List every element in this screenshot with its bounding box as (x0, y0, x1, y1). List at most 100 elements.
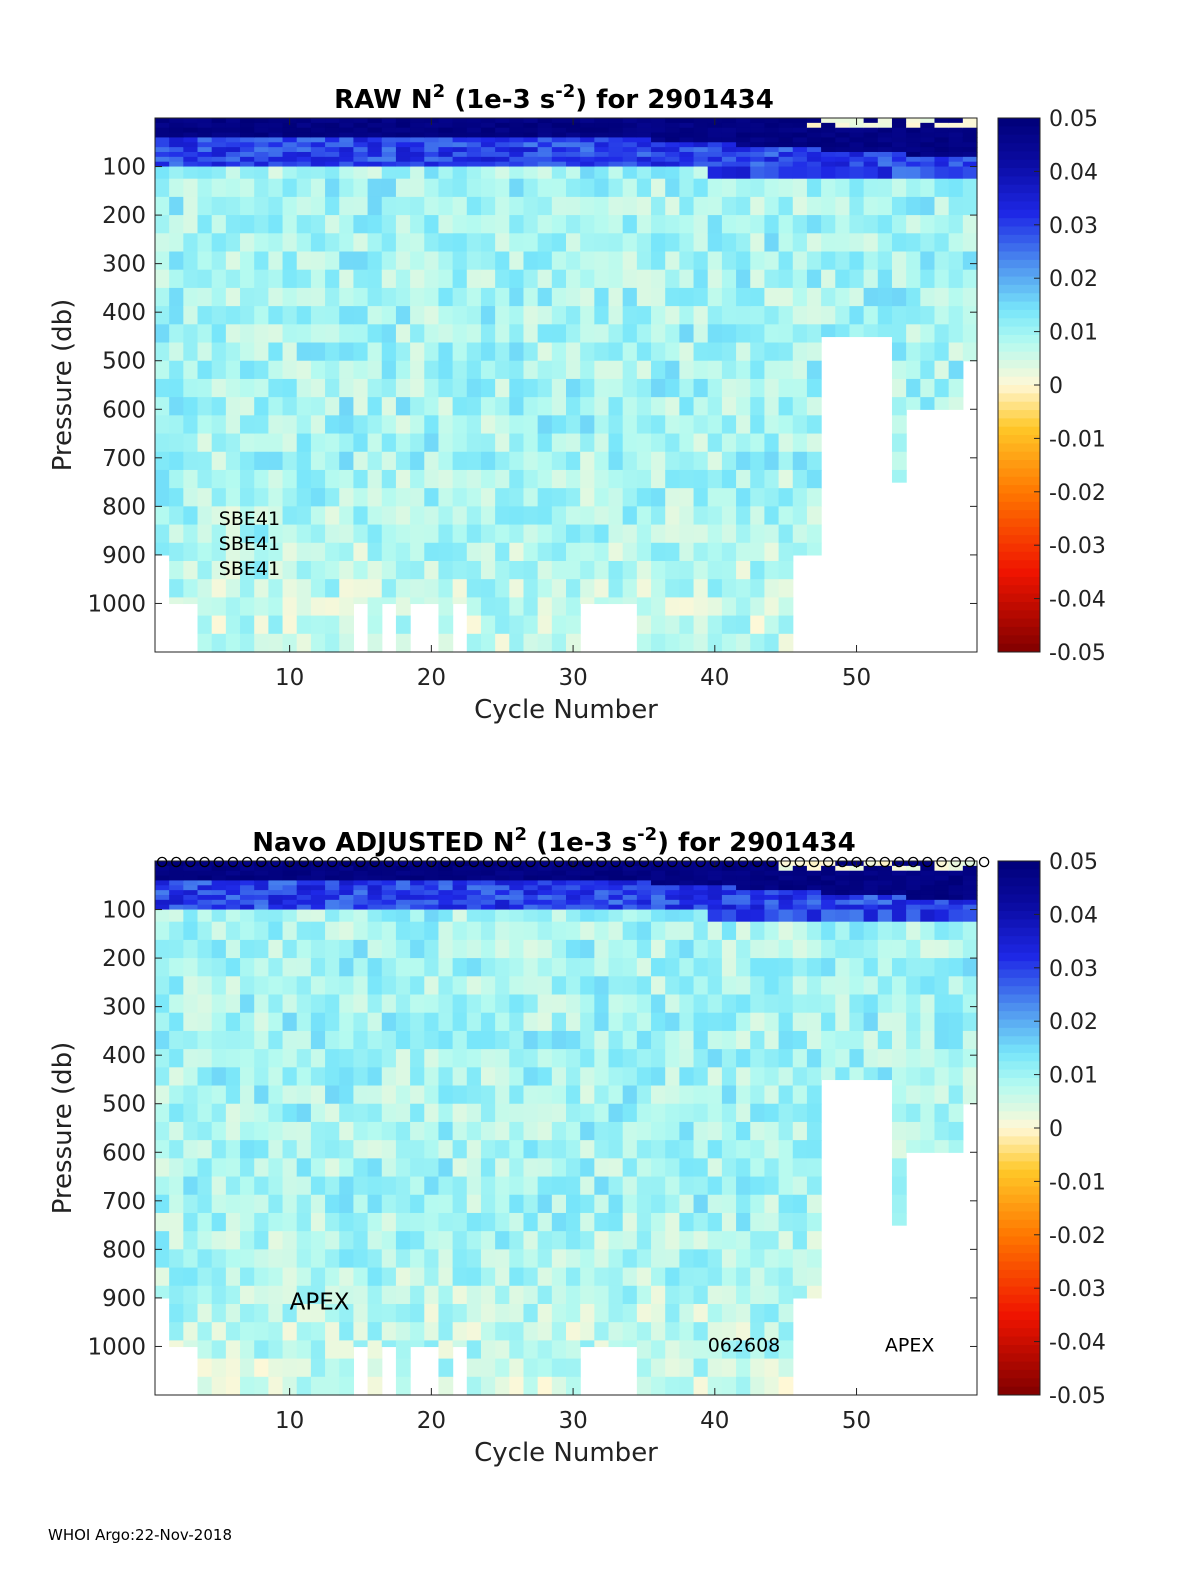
heatmap-cell (367, 1176, 383, 1196)
heatmap-cell (962, 122, 978, 129)
heatmap-cell (438, 1340, 454, 1360)
heatmap-cell (452, 178, 468, 198)
heatmap-cell (566, 342, 581, 362)
heatmap-cell (211, 488, 227, 507)
heatmap-cell (651, 378, 666, 398)
heatmap-cell (367, 1140, 383, 1159)
heatmap-cell (679, 875, 695, 882)
heatmap-cell (920, 127, 936, 134)
heatmap-cell (367, 378, 383, 398)
heatmap-cell (466, 560, 482, 580)
heatmap-cell (480, 324, 496, 344)
heatmap-cell (622, 156, 638, 163)
heatmap-cell (821, 958, 836, 977)
heatmap-cell (877, 122, 893, 129)
heatmap-cell (155, 132, 170, 139)
heatmap-cell (466, 178, 482, 198)
heatmap-cell (410, 251, 425, 271)
heatmap-cell (183, 137, 199, 143)
heatmap-cell (268, 1012, 284, 1032)
heatmap-cell (608, 147, 624, 153)
heatmap-cell (410, 1340, 425, 1348)
heatmap-cell (381, 1030, 397, 1050)
heatmap-cell (792, 156, 808, 163)
heatmap-cell (367, 142, 383, 148)
heatmap-cell (778, 151, 794, 158)
heatmap-cell (495, 360, 510, 380)
heatmap-cell (424, 939, 440, 959)
heatmap-cell (679, 890, 695, 896)
heatmap-cell (480, 1158, 496, 1178)
heatmap-cell (523, 885, 539, 891)
heatmap-cell (537, 118, 553, 124)
colorbar-swatch (998, 118, 1040, 127)
heatmap-cell (225, 127, 241, 134)
heatmap-cell (452, 122, 468, 129)
heatmap-cell (367, 324, 383, 344)
heatmap-cell (395, 1140, 411, 1159)
heatmap-cell (566, 1322, 581, 1341)
heatmap-cell (197, 1176, 213, 1196)
heatmap-cell (566, 904, 581, 911)
heatmap-cell (665, 287, 680, 307)
heatmap-cell (877, 306, 893, 325)
heatmap-cell (523, 1340, 539, 1360)
heatmap-cell (452, 118, 468, 124)
heatmap-cell (636, 118, 652, 124)
heatmap-cell (651, 233, 666, 253)
heatmap-cell (523, 147, 539, 153)
heatmap-cell (424, 921, 440, 941)
heatmap-cell (792, 1212, 808, 1232)
colorbar-swatch (998, 535, 1040, 545)
heatmap-cell (523, 1121, 539, 1141)
heatmap-cell (155, 524, 170, 544)
heatmap-cell (339, 287, 355, 307)
heatmap-cell (509, 397, 525, 416)
heatmap-cell (608, 151, 624, 158)
heatmap-cell (736, 269, 751, 289)
heatmap-cell (821, 324, 836, 338)
heatmap-cell (480, 875, 496, 882)
heatmap-cell (268, 1303, 284, 1323)
heatmap-cell (651, 1231, 666, 1250)
heatmap-cell (906, 865, 921, 872)
heatmap-cell (934, 865, 950, 872)
heatmap-cell (750, 890, 766, 896)
heatmap-cell (665, 506, 680, 526)
heatmap-cell (580, 560, 595, 580)
heatmap-cell (551, 958, 567, 977)
heatmap-cell (155, 899, 170, 906)
heatmap-cell (438, 415, 454, 435)
heatmap-cell (679, 132, 695, 139)
heatmap-cell (268, 909, 284, 923)
colorbar-swatch (998, 1119, 1040, 1129)
heatmap-cell (155, 161, 170, 168)
heatmap-cell (395, 890, 411, 896)
heatmap-cell (594, 994, 610, 1014)
heatmap-cell (325, 560, 340, 580)
heatmap-cell (665, 1121, 680, 1141)
heatmap-cell (197, 156, 213, 163)
heatmap-cell (920, 156, 936, 163)
profile-marker (766, 856, 777, 868)
heatmap-cell (424, 880, 440, 886)
heatmap-cell (608, 1194, 624, 1214)
heatmap-cell (268, 1049, 284, 1068)
heatmap-cell (183, 899, 199, 906)
heatmap-cell (693, 1376, 709, 1396)
heatmap-cell (353, 233, 369, 253)
heatmap-cell (551, 524, 567, 544)
title-segment: ) for 2901434 (575, 85, 774, 115)
heatmap-cell (225, 287, 241, 307)
colorbar-swatch (998, 176, 1040, 186)
heatmap-cell (778, 127, 794, 134)
heatmap-cell (495, 1231, 510, 1250)
heatmap-cell (155, 865, 170, 872)
heatmap-cell (169, 122, 184, 129)
heatmap-cell (551, 488, 567, 507)
heatmap-cell (594, 506, 610, 526)
heatmap-cell (523, 469, 539, 489)
heatmap-cell (395, 132, 411, 139)
heatmap-cell (367, 885, 383, 891)
heatmap-cell (778, 1158, 794, 1178)
